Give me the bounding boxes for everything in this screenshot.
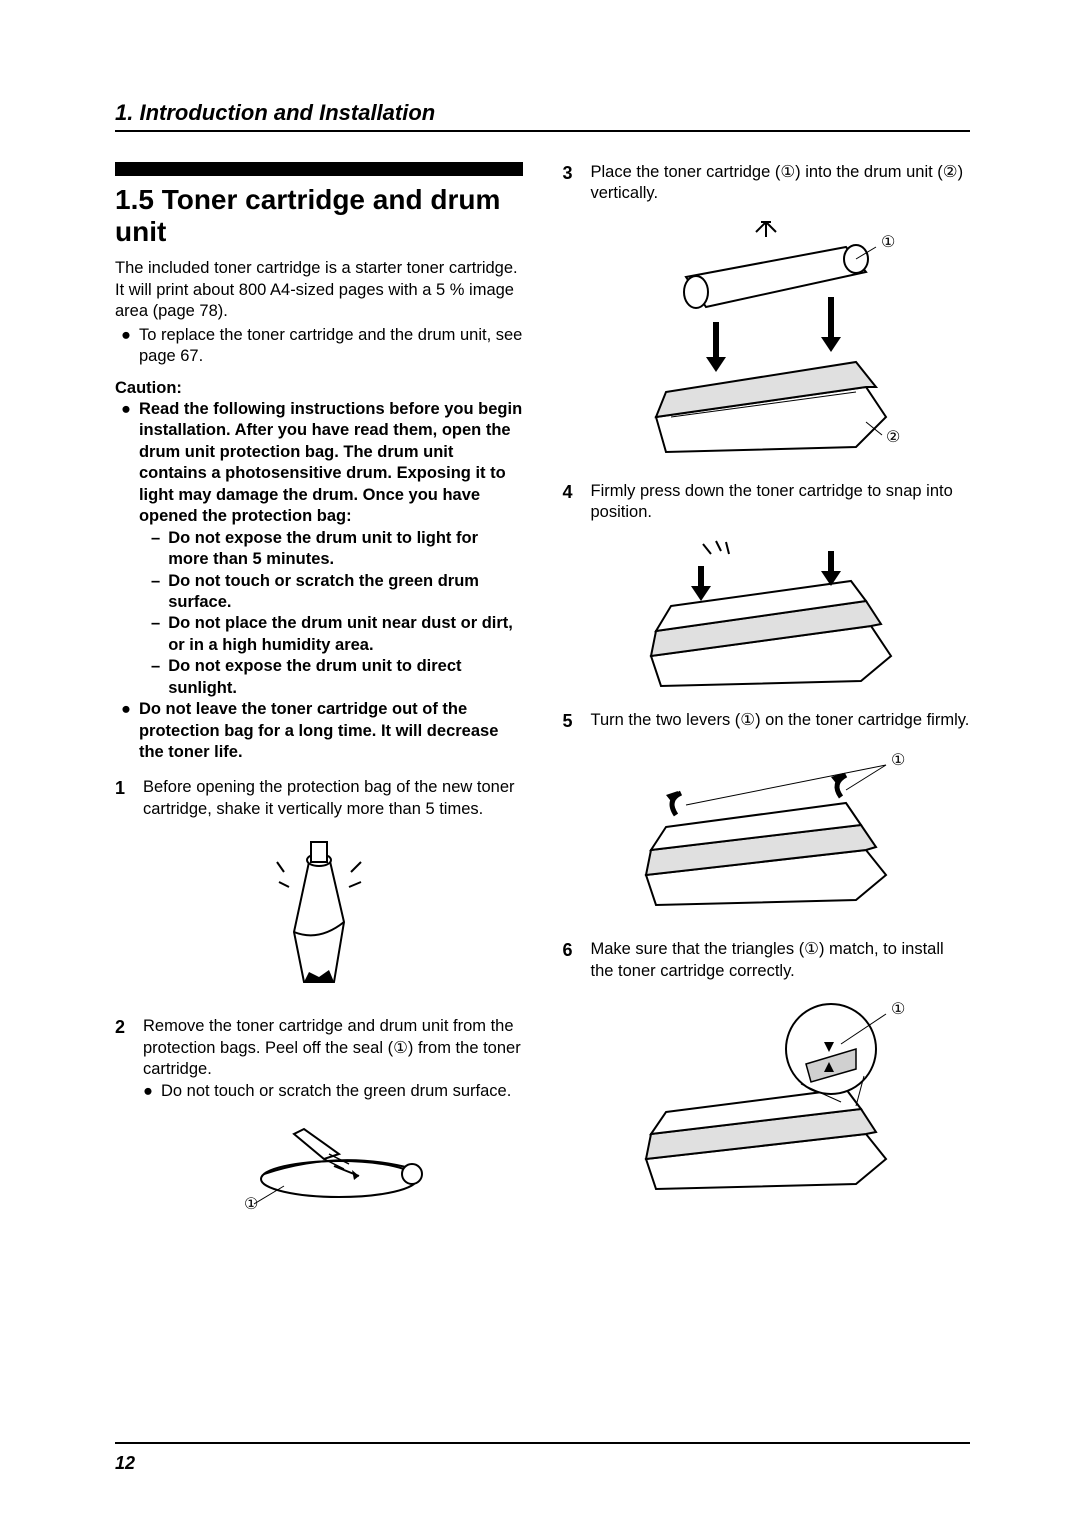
caution-sub-item: – Do not place the drum unit near dust o… xyxy=(151,613,523,656)
intro-bullet-text: To replace the toner cartridge and the d… xyxy=(139,325,523,368)
bullet-icon: ● xyxy=(143,1081,153,1102)
step-5-text: Turn the two levers (①) on the toner car… xyxy=(591,710,971,733)
caution-bullet-2: ● Do not leave the toner cartridge out o… xyxy=(121,699,523,763)
bullet-icon: ● xyxy=(121,699,131,763)
step-2: 2 Remove the toner cartridge and drum un… xyxy=(115,1016,523,1102)
caution-bullet-2-text: Do not leave the toner cartridge out of … xyxy=(139,699,523,763)
figure-label: ① xyxy=(881,234,895,251)
figure-step-5: ① xyxy=(563,745,971,925)
caution-sub-item: – Do not touch or scratch the green drum… xyxy=(151,571,523,614)
content-columns: 1.5 Toner cartridge and drum unit The in… xyxy=(115,162,970,1228)
chapter-title: 1. Introduction and Installation xyxy=(115,100,970,126)
step-1-text: Before opening the protection bag of the… xyxy=(143,777,523,820)
triangle-match-icon: ① xyxy=(616,994,916,1204)
dash-icon: – xyxy=(151,571,160,614)
caution-sub-text: Do not expose the drum unit to light for… xyxy=(168,528,522,571)
left-column: 1.5 Toner cartridge and drum unit The in… xyxy=(115,162,523,1228)
figure-step-4 xyxy=(563,536,971,696)
step-6-text: Make sure that the triangles (①) match, … xyxy=(591,939,971,982)
caution-sub-text: Do not touch or scratch the green drum s… xyxy=(168,571,522,614)
step-3: 3 Place the toner cartridge (①) into the… xyxy=(563,162,971,205)
figure-step-3: ① ② xyxy=(563,217,971,467)
figure-label: ① xyxy=(244,1196,258,1213)
intro-paragraph: The included toner cartridge is a starte… xyxy=(115,258,523,322)
figure-step-1 xyxy=(115,832,523,1002)
bullet-icon: ● xyxy=(121,399,131,528)
step-5: 5 Turn the two levers (①) on the toner c… xyxy=(563,710,971,733)
figure-label: ① xyxy=(891,1001,905,1018)
insert-cartridge-icon: ① ② xyxy=(616,217,916,467)
figure-label: ② xyxy=(886,429,900,446)
step-6: 6 Make sure that the triangles (①) match… xyxy=(563,939,971,982)
step-2-sub-text: Do not touch or scratch the green drum s… xyxy=(161,1081,511,1102)
step-number: 2 xyxy=(115,1016,143,1102)
caution-sub-text: Do not place the drum unit near dust or … xyxy=(168,613,522,656)
bullet-icon: ● xyxy=(121,325,131,368)
chapter-header-rule: 1. Introduction and Installation xyxy=(115,100,970,132)
figure-step-6: ① xyxy=(563,994,971,1204)
dash-icon: – xyxy=(151,656,160,699)
turn-levers-icon: ① xyxy=(616,745,916,925)
shake-cartridge-icon xyxy=(249,832,389,1002)
dash-icon: – xyxy=(151,613,160,656)
figure-step-2: ① xyxy=(115,1114,523,1224)
page-number: 12 xyxy=(115,1453,135,1474)
intro-bullet: ● To replace the toner cartridge and the… xyxy=(121,325,523,368)
right-column: 3 Place the toner cartridge (①) into the… xyxy=(563,162,971,1228)
step-number: 3 xyxy=(563,162,591,205)
step-4-text: Firmly press down the toner cartridge to… xyxy=(591,481,971,524)
caution-sub-item: – Do not expose the drum unit to light f… xyxy=(151,528,523,571)
figure-label: ① xyxy=(891,752,905,769)
footer-rule xyxy=(115,1442,970,1444)
press-cartridge-icon xyxy=(621,536,911,696)
step-2-text: Remove the toner cartridge and drum unit… xyxy=(143,1016,523,1080)
caution-lead-text: Read the following instructions before y… xyxy=(139,399,523,528)
caution-sub-item: – Do not expose the drum unit to direct … xyxy=(151,656,523,699)
step-number: 5 xyxy=(563,710,591,733)
peel-seal-icon: ① xyxy=(204,1114,434,1224)
section-rule xyxy=(115,162,523,176)
step-1: 1 Before opening the protection bag of t… xyxy=(115,777,523,820)
caution-sub-text: Do not expose the drum unit to direct su… xyxy=(168,656,522,699)
step-number: 1 xyxy=(115,777,143,820)
step-number: 6 xyxy=(563,939,591,982)
step-4: 4 Firmly press down the toner cartridge … xyxy=(563,481,971,524)
caution-lead-item: ● Read the following instructions before… xyxy=(121,399,523,528)
caution-list: ● Read the following instructions before… xyxy=(115,399,523,763)
caution-label: Caution: xyxy=(115,378,523,399)
dash-icon: – xyxy=(151,528,160,571)
step-2-sub: ● Do not touch or scratch the green drum… xyxy=(143,1081,523,1102)
step-number: 4 xyxy=(563,481,591,524)
section-title: 1.5 Toner cartridge and drum unit xyxy=(115,184,523,248)
step-3-text: Place the toner cartridge (①) into the d… xyxy=(591,162,971,205)
